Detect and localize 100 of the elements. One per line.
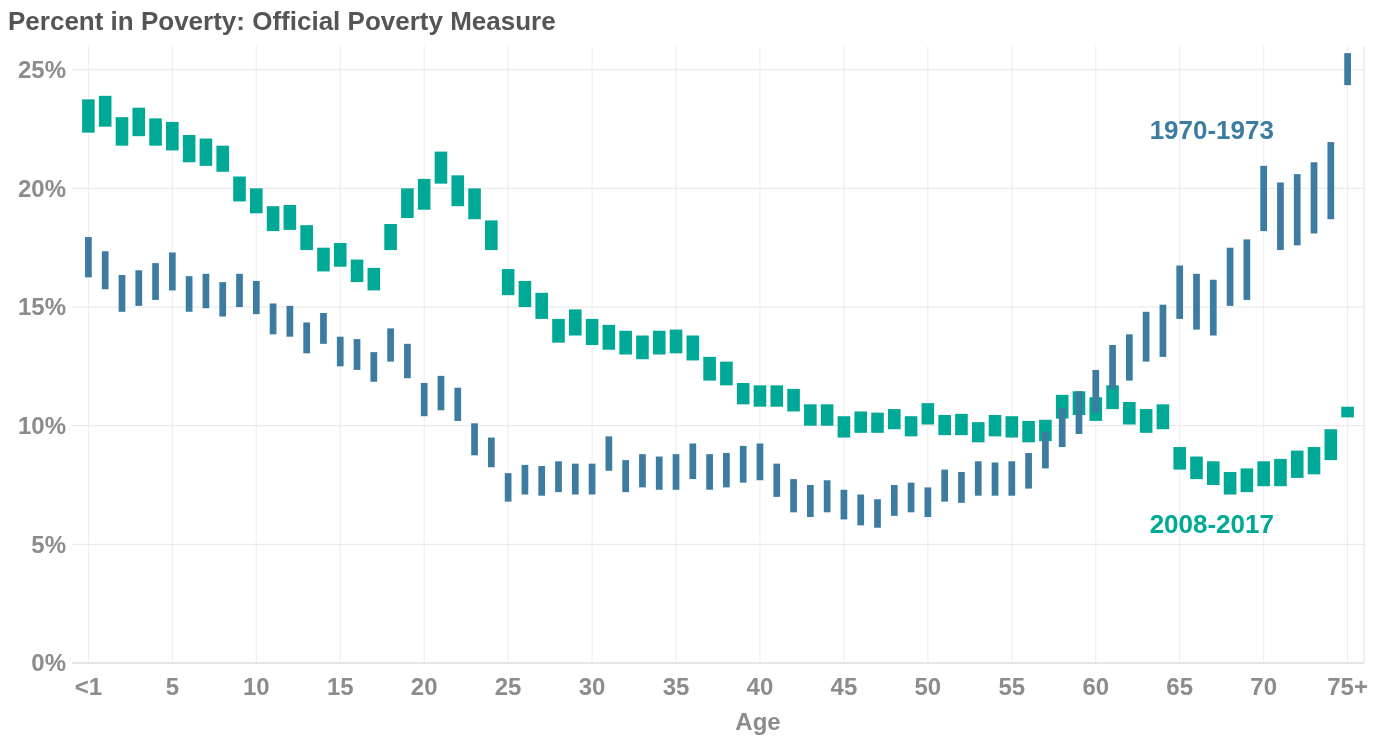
bar xyxy=(555,461,562,493)
bar xyxy=(98,95,112,127)
bar xyxy=(303,322,311,354)
bar xyxy=(1324,429,1338,461)
bar xyxy=(887,409,901,430)
bar xyxy=(686,335,700,361)
x-tick-label: 65 xyxy=(1166,673,1194,700)
bar xyxy=(1307,447,1321,475)
bar xyxy=(269,303,277,335)
x-tick-label: 5 xyxy=(165,673,180,700)
x-tick-label: 10 xyxy=(242,673,270,700)
bar xyxy=(619,330,632,355)
bar xyxy=(317,247,330,272)
bar xyxy=(535,292,549,319)
x-tick-label: 35 xyxy=(662,673,690,700)
bar xyxy=(904,416,918,437)
x-tick-label: 40 xyxy=(746,673,774,700)
bar xyxy=(837,416,851,438)
bar xyxy=(1176,265,1184,319)
bar xyxy=(941,469,949,502)
bar xyxy=(1257,461,1270,487)
x-tick-label: 75+ xyxy=(1327,673,1368,700)
bar xyxy=(1206,461,1220,486)
bar xyxy=(874,499,881,528)
bar xyxy=(149,118,162,146)
y-tick-label: 15% xyxy=(17,293,66,321)
x-tick-label: 25 xyxy=(494,673,522,700)
x-tick-label: 50 xyxy=(914,673,942,700)
bar xyxy=(538,466,546,496)
bar xyxy=(991,462,999,496)
bar xyxy=(739,445,747,483)
bar xyxy=(353,339,361,370)
bar xyxy=(588,463,596,495)
bar xyxy=(286,305,294,337)
bar xyxy=(501,269,515,296)
bar xyxy=(636,335,649,360)
bar xyxy=(1344,53,1351,86)
x-tick-label: 45 xyxy=(830,673,858,700)
bar xyxy=(219,282,227,317)
bar xyxy=(736,382,750,405)
bar xyxy=(434,151,448,184)
bar xyxy=(1293,174,1301,246)
bar xyxy=(85,237,92,278)
bar xyxy=(723,452,730,488)
x-tick-label: 60 xyxy=(1082,673,1110,700)
y-tick-label: 5% xyxy=(31,530,66,558)
bar xyxy=(1123,401,1136,425)
bar xyxy=(1139,409,1153,433)
y-tick-label: 20% xyxy=(17,174,66,202)
y-tick-label: 0% xyxy=(31,649,66,677)
bar xyxy=(1274,458,1287,487)
bar xyxy=(552,318,565,343)
x-tick-label: 20 xyxy=(410,673,438,700)
bar xyxy=(1106,385,1119,410)
bar xyxy=(857,494,865,526)
bar xyxy=(166,121,179,151)
bar xyxy=(132,107,146,137)
bar xyxy=(988,415,1002,437)
x-tick-label: 15 xyxy=(326,673,354,700)
bar xyxy=(804,404,817,426)
bar xyxy=(820,404,834,426)
bar xyxy=(938,415,951,436)
bar xyxy=(921,403,935,425)
series-label: 2008-2017 xyxy=(1149,509,1274,540)
bar xyxy=(118,275,126,312)
bar xyxy=(1075,391,1083,434)
y-tick-label: 25% xyxy=(17,56,66,84)
bar xyxy=(1277,182,1284,251)
bar xyxy=(404,343,411,379)
bar xyxy=(689,443,697,480)
bar xyxy=(471,423,478,456)
y-tick-label: 10% xyxy=(17,412,66,440)
bar xyxy=(521,464,529,495)
x-axis-title: Age xyxy=(735,708,781,735)
bar xyxy=(300,225,313,251)
bar xyxy=(1327,142,1335,220)
bar xyxy=(1173,447,1186,470)
bar xyxy=(706,454,713,490)
bar xyxy=(1156,404,1170,430)
bar xyxy=(871,412,884,433)
bar xyxy=(1058,407,1066,448)
bar xyxy=(370,352,378,382)
bar xyxy=(320,312,327,344)
bar xyxy=(468,188,481,220)
bar xyxy=(350,259,364,283)
bar xyxy=(924,487,932,518)
bar xyxy=(605,436,613,471)
bar xyxy=(1209,279,1217,336)
bar xyxy=(971,422,985,443)
bar xyxy=(854,411,868,433)
bar xyxy=(958,471,965,503)
bar xyxy=(487,437,495,468)
bar xyxy=(655,456,663,490)
bar xyxy=(753,385,767,407)
bar xyxy=(1341,406,1354,418)
bar xyxy=(1025,452,1032,489)
bar xyxy=(283,205,297,230)
bar xyxy=(787,388,800,412)
bar xyxy=(1243,239,1251,300)
bar xyxy=(652,330,666,355)
